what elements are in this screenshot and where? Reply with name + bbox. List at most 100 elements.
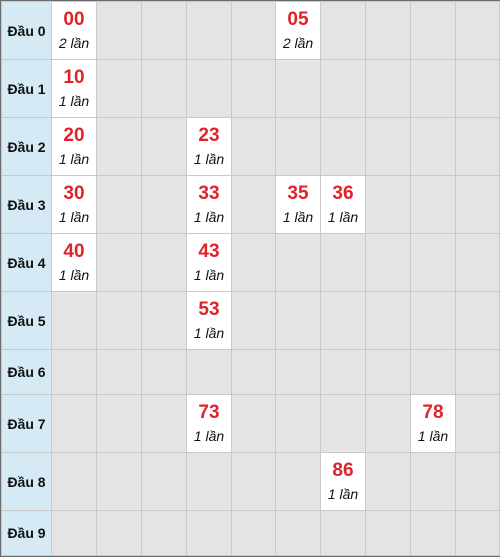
number-cell: 73 1 lần bbox=[186, 394, 232, 453]
number-cell: 86 1 lần bbox=[320, 452, 366, 511]
empty-cell bbox=[365, 1, 411, 60]
empty-cell bbox=[455, 59, 500, 118]
row-head-label: Đầu 8 bbox=[1, 452, 52, 511]
row-head-label: Đầu 5 bbox=[1, 291, 52, 350]
empty-cell bbox=[96, 233, 142, 292]
head-row-1: Đầu 1 10 1 lần bbox=[1, 59, 500, 118]
row-head-label: Đầu 2 bbox=[1, 117, 52, 176]
empty-cell bbox=[320, 510, 366, 556]
empty-cell bbox=[410, 175, 456, 234]
empty-cell bbox=[455, 349, 500, 395]
empty-cell bbox=[96, 291, 142, 350]
empty-cell bbox=[410, 452, 456, 511]
empty-cell bbox=[141, 233, 187, 292]
empty-cell bbox=[186, 510, 232, 556]
empty-cell bbox=[141, 510, 187, 556]
row-head-label: Đầu 3 bbox=[1, 175, 52, 234]
loto-number: 73 bbox=[198, 402, 220, 423]
number-cell: 20 1 lần bbox=[51, 117, 97, 176]
empty-cell bbox=[320, 1, 366, 60]
empty-cell bbox=[231, 452, 276, 511]
loto-number: 20 bbox=[63, 125, 85, 146]
empty-cell bbox=[365, 291, 411, 350]
empty-cell bbox=[275, 291, 321, 350]
loto-number: 53 bbox=[198, 299, 220, 320]
empty-cell bbox=[231, 117, 276, 176]
occurrence-count: 1 lần bbox=[327, 486, 359, 502]
empty-cell bbox=[410, 59, 456, 118]
loto-number: 05 bbox=[287, 9, 309, 30]
occurrence-count: 1 lần bbox=[282, 209, 314, 225]
number-cell: 23 1 lần bbox=[186, 117, 232, 176]
empty-cell bbox=[365, 175, 411, 234]
loto-number: 35 bbox=[287, 183, 309, 204]
empty-cell bbox=[320, 349, 366, 395]
empty-cell bbox=[455, 452, 500, 511]
empty-cell bbox=[141, 394, 187, 453]
empty-cell bbox=[275, 452, 321, 511]
head-row-4: Đầu 4 40 1 lần 43 1 lần bbox=[1, 233, 500, 292]
row-head-label: Đầu 6 bbox=[1, 349, 52, 395]
empty-cell bbox=[51, 291, 97, 350]
number-cell: 78 1 lần bbox=[410, 394, 456, 453]
empty-cell bbox=[455, 233, 500, 292]
empty-cell bbox=[410, 233, 456, 292]
empty-cell bbox=[231, 233, 276, 292]
occurrence-count: 1 lần bbox=[417, 428, 449, 444]
empty-cell bbox=[455, 291, 500, 350]
empty-cell bbox=[51, 510, 97, 556]
empty-cell bbox=[410, 349, 456, 395]
empty-cell bbox=[141, 59, 187, 118]
empty-cell bbox=[186, 349, 232, 395]
loto-number: 33 bbox=[198, 183, 220, 204]
empty-cell bbox=[96, 1, 142, 60]
number-cell: 35 1 lần bbox=[275, 175, 321, 234]
loto-number: 43 bbox=[198, 241, 220, 262]
empty-cell bbox=[231, 510, 276, 556]
empty-cell bbox=[141, 349, 187, 395]
empty-cell bbox=[141, 1, 187, 60]
number-cell: 30 1 lần bbox=[51, 175, 97, 234]
empty-cell bbox=[96, 510, 142, 556]
empty-cell bbox=[365, 117, 411, 176]
row-head-label: Đầu 7 bbox=[1, 394, 52, 453]
empty-cell bbox=[320, 394, 366, 453]
number-cell: 53 1 lần bbox=[186, 291, 232, 350]
head-row-5: Đầu 5 53 1 lần bbox=[1, 291, 500, 350]
number-cell: 43 1 lần bbox=[186, 233, 232, 292]
empty-cell bbox=[231, 394, 276, 453]
empty-cell bbox=[320, 59, 366, 118]
empty-cell bbox=[320, 117, 366, 176]
occurrence-count: 1 lần bbox=[193, 209, 225, 225]
empty-cell bbox=[51, 349, 97, 395]
occurrence-count: 1 lần bbox=[58, 267, 90, 283]
head-row-0: Đầu 0 00 2 lần 05 2 lần bbox=[1, 1, 500, 60]
loto-number: 30 bbox=[63, 183, 85, 204]
loto-number: 00 bbox=[63, 9, 85, 30]
empty-cell bbox=[96, 117, 142, 176]
row-head-label: Đầu 1 bbox=[1, 59, 52, 118]
occurrence-count: 1 lần bbox=[58, 209, 90, 225]
loto-number: 23 bbox=[198, 125, 220, 146]
empty-cell bbox=[275, 394, 321, 453]
number-cell: 36 1 lần bbox=[320, 175, 366, 234]
occurrence-count: 1 lần bbox=[58, 93, 90, 109]
empty-cell bbox=[365, 452, 411, 511]
empty-cell bbox=[365, 59, 411, 118]
loto-number: 36 bbox=[332, 183, 354, 204]
occurrence-count: 2 lần bbox=[282, 35, 314, 51]
loto-number: 78 bbox=[422, 402, 444, 423]
occurrence-count: 1 lần bbox=[193, 151, 225, 167]
empty-cell bbox=[231, 349, 276, 395]
loto-number: 10 bbox=[63, 67, 85, 88]
empty-cell bbox=[410, 510, 456, 556]
empty-cell bbox=[275, 233, 321, 292]
number-cell: 10 1 lần bbox=[51, 59, 97, 118]
occurrence-count: 1 lần bbox=[327, 209, 359, 225]
empty-cell bbox=[231, 1, 276, 60]
empty-cell bbox=[96, 59, 142, 118]
empty-cell bbox=[365, 233, 411, 292]
empty-cell bbox=[410, 291, 456, 350]
